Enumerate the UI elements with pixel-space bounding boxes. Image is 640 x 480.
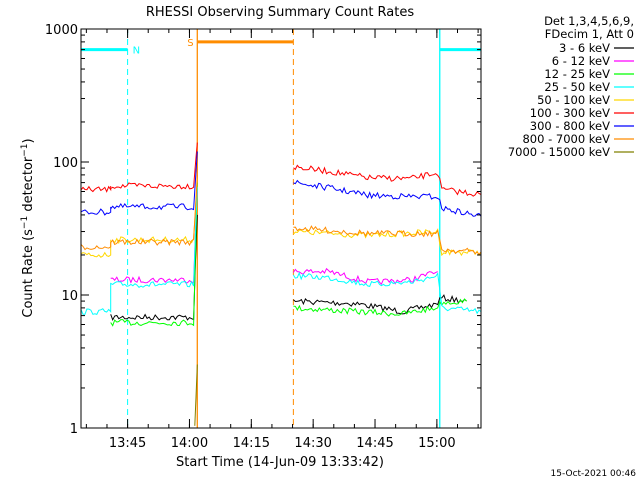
y-tick-label: 1 [70,422,78,437]
series-line [293,164,482,197]
legend-label: 25 - 50 keV [544,80,610,94]
marker-label: N [133,46,140,57]
series-line [110,191,198,284]
x-tick-label: 15:00 [418,436,455,451]
chart-title: RHESSI Observing Summary Count Rates [146,5,415,20]
series-800-7000keV [80,174,482,256]
series-line [110,182,198,327]
y-tick-label: 10 [61,289,78,304]
legend-label: 50 - 100 keV [537,93,610,107]
series-line [292,271,482,315]
x-tick-label: 14:45 [356,436,393,451]
series-line [194,364,198,426]
series-12-25keV [110,182,467,327]
footer-timestamp: 15-Oct-2021 00:46 [551,469,637,479]
series-line [80,174,198,251]
plot-frame [80,28,482,429]
legend: Det 1,3,4,5,6,9,FDecim 1, Att 03 - 6 keV… [508,14,634,159]
legend-header: FDecim 1, Att 0 [545,27,634,41]
legend-label: 12 - 25 keV [544,67,610,81]
x-tick-label: 14:30 [294,436,331,451]
legend-label: 7000 - 15000 keV [508,145,610,159]
series-25-50keV [80,186,482,316]
x-tick-label: 14:15 [233,436,270,451]
legend-label: 3 - 6 keV [559,41,610,55]
series-50-100keV [80,178,482,258]
y-tick-label: 1000 [45,23,78,38]
series-line [80,186,198,316]
axes: 1 10 100 1000 13:45 14:00 14:15 14:30 14:45 15:00 [45,23,481,451]
x-axis-label: Start Time (14-Jun-09 13:33:42) [176,455,384,470]
series-line [293,294,467,315]
legend-label: 300 - 800 keV [530,119,610,133]
series-line [80,178,198,258]
series-line [110,214,198,322]
series-300-800keV [80,151,482,217]
series-line [293,228,482,257]
series-line [80,151,198,216]
legend-label: 6 - 12 keV [552,54,610,68]
legend-label: 100 - 300 keV [530,106,610,120]
series-6-12keV [110,191,438,285]
series-3-6keV [110,214,467,322]
marker-label: S [187,38,193,49]
series-line [293,179,482,217]
series-line [80,142,198,193]
plot-area: NS [80,29,482,428]
series-line [292,267,438,285]
series-line [293,298,467,317]
series-line [293,225,482,256]
series-7000-15000keV [194,364,198,426]
x-tick-label: 14:00 [171,436,208,451]
x-tick-label: 13:45 [109,436,146,451]
series-100-300keV [80,142,482,197]
y-tick-label: 100 [53,156,78,171]
legend-label: 800 - 7000 keV [522,132,610,146]
y-axis-label: Count Rate (s−1 detector−1) [20,138,36,317]
legend-header: Det 1,3,4,5,6,9, [544,14,634,28]
